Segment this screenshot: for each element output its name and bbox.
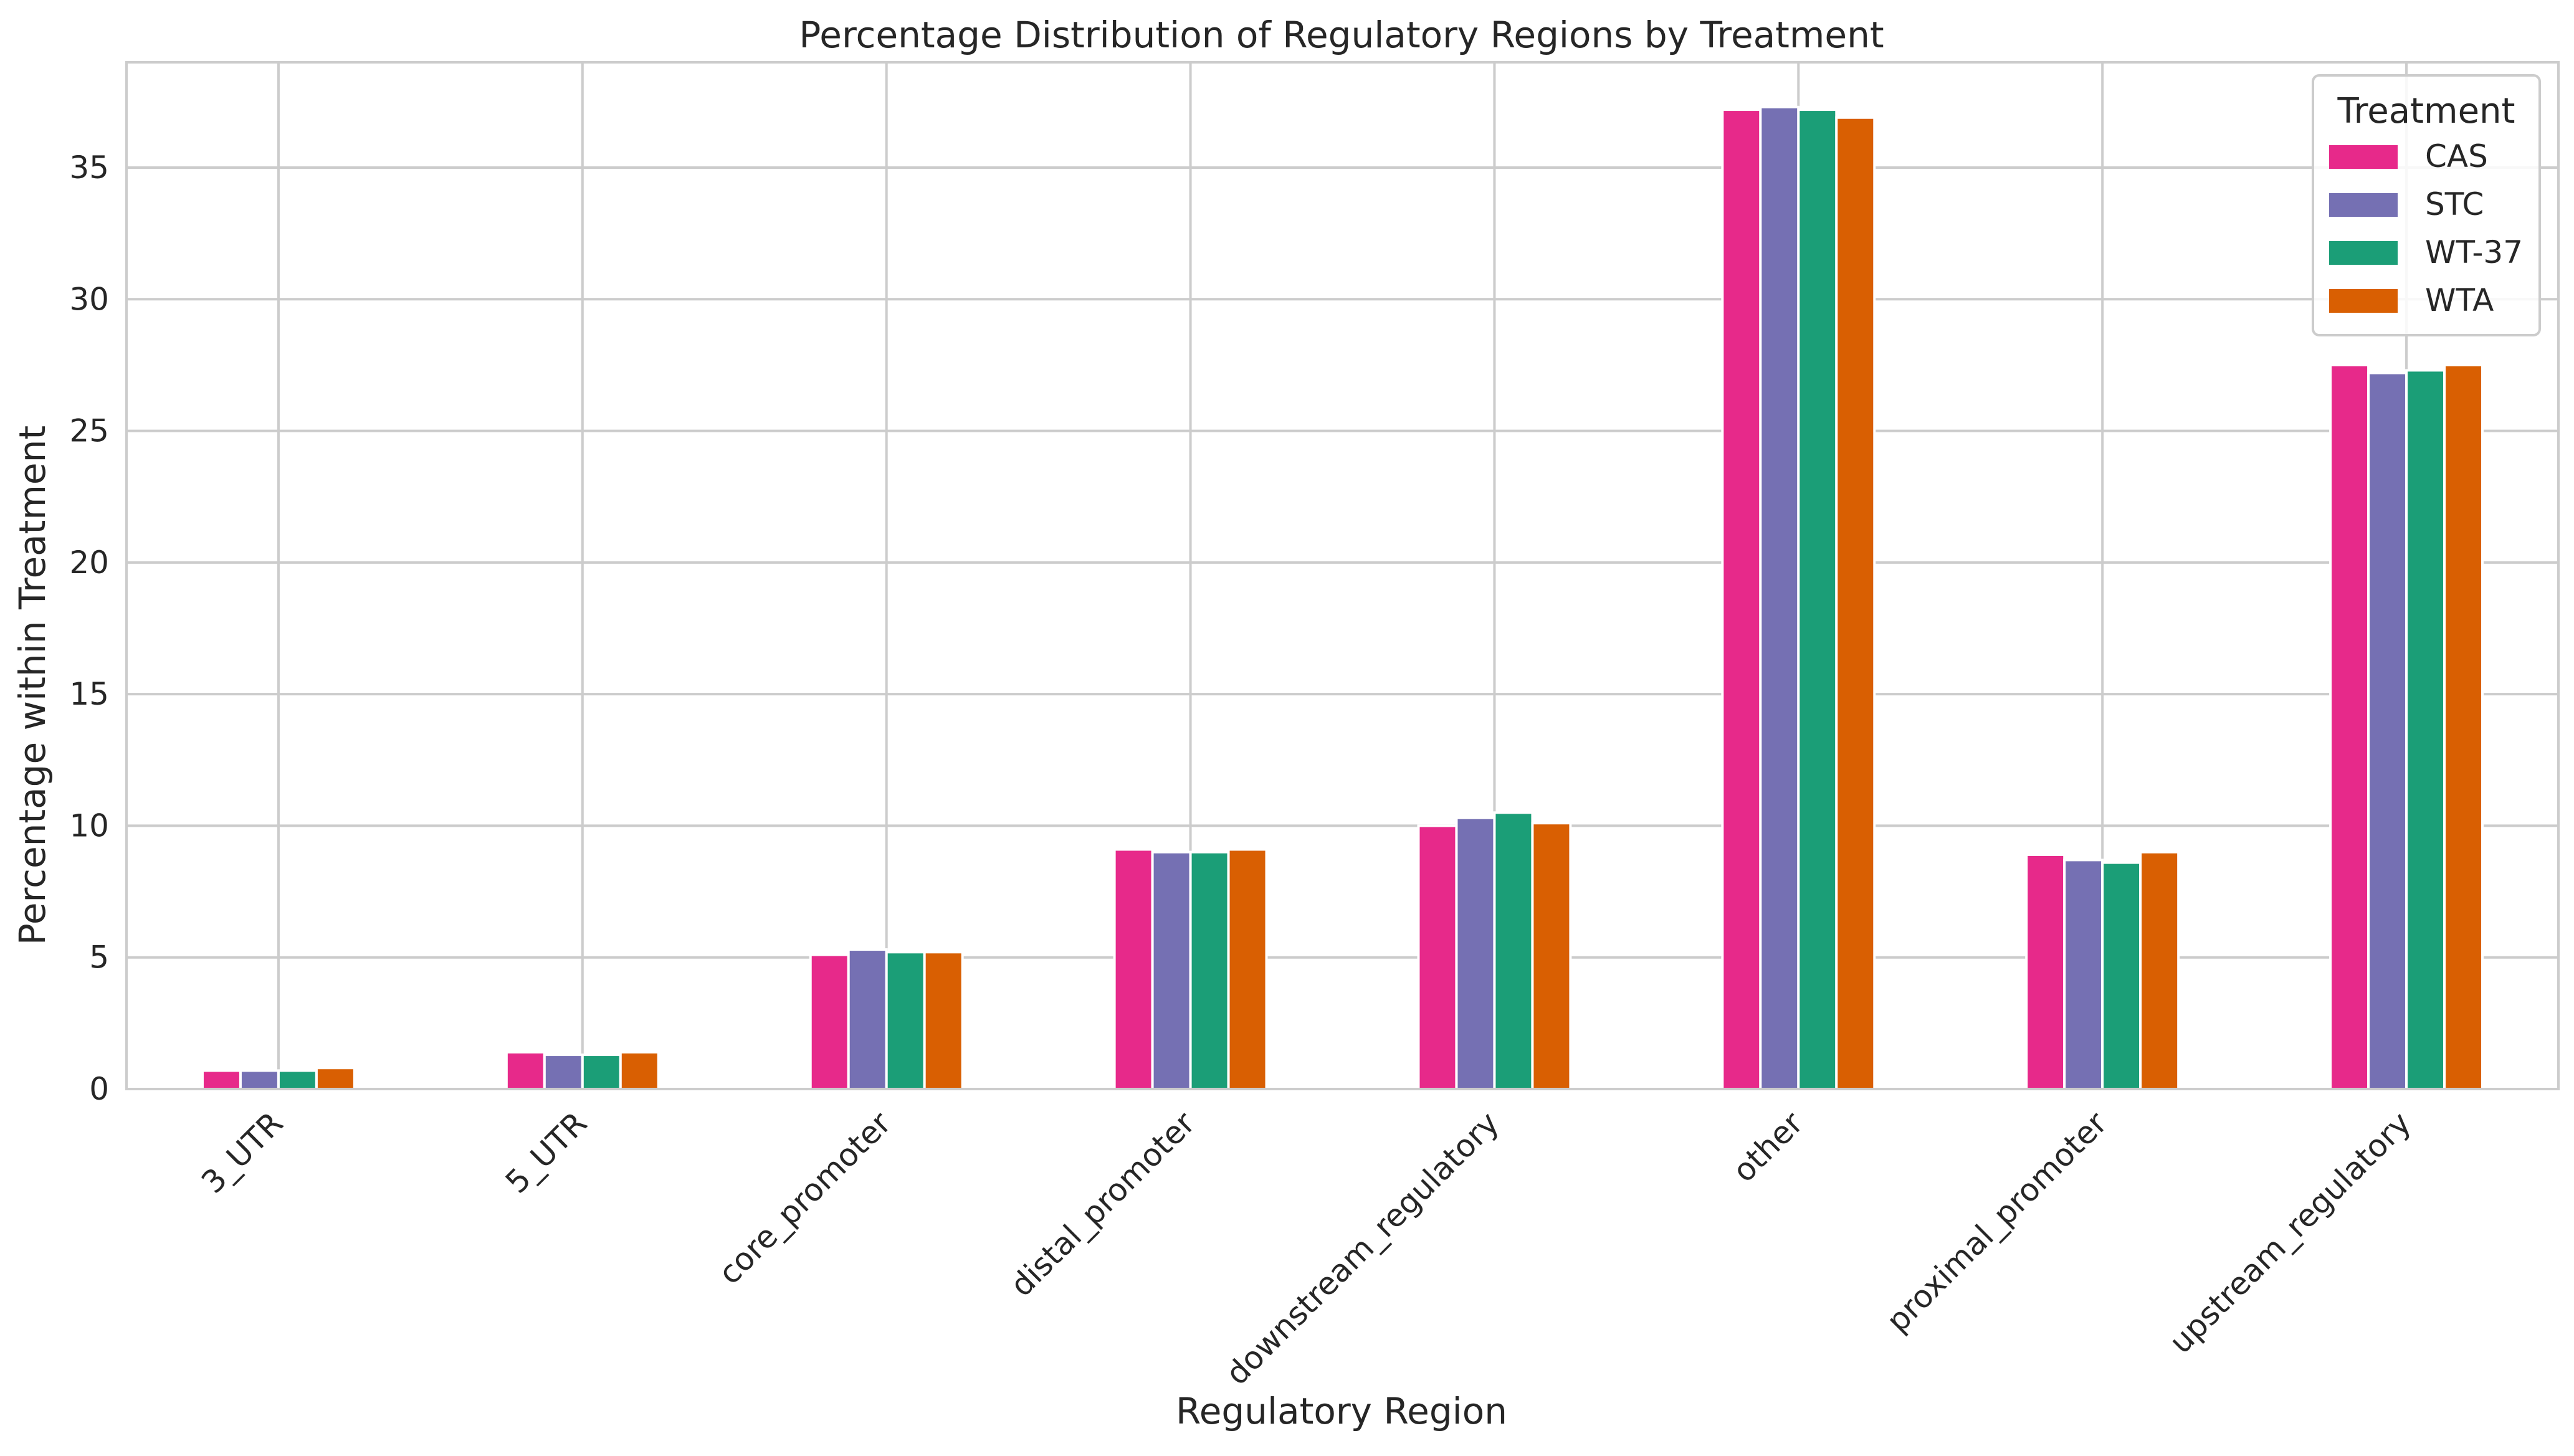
bar — [847, 948, 888, 1090]
bar — [581, 1054, 622, 1090]
x-tick-label: core_promoter — [712, 1105, 899, 1292]
bar — [543, 1054, 584, 1090]
bar — [2139, 850, 2180, 1090]
x-tick-label: 3_UTR — [194, 1105, 290, 1200]
bar — [619, 1050, 660, 1091]
legend-title: Treatment — [2337, 91, 2515, 131]
legend-label: WTA — [2425, 282, 2494, 318]
chart-title: Percentage Distribution of Regulatory Re… — [799, 14, 1884, 56]
x-tick-label: 5_UTR — [498, 1105, 594, 1200]
bar — [277, 1069, 318, 1091]
bar — [1151, 850, 1192, 1090]
bar — [2063, 859, 2104, 1091]
x-tick-label: upstream_regulatory — [2162, 1105, 2418, 1360]
x-axis-label: Regulatory Region — [1176, 1390, 1507, 1432]
bar — [1189, 850, 1230, 1090]
bar — [1113, 848, 1154, 1090]
legend-label: CAS — [2425, 138, 2488, 174]
bar — [885, 951, 926, 1091]
bar — [1835, 116, 1876, 1091]
bar — [2405, 369, 2446, 1090]
bar — [809, 953, 850, 1090]
y-tick-label: 10 — [69, 807, 109, 844]
y-tick-label: 5 — [89, 940, 109, 976]
bar — [2329, 363, 2370, 1090]
plot-frame — [125, 61, 2560, 1090]
bar — [2443, 363, 2484, 1090]
x-tick-label: downstream_regulatory — [1219, 1105, 1506, 1392]
bar — [1531, 822, 1572, 1090]
y-tick-label: 15 — [69, 676, 109, 712]
bar — [2101, 861, 2142, 1090]
legend-swatch — [2329, 193, 2398, 217]
y-tick-label: 25 — [69, 413, 109, 449]
bar — [1721, 108, 1762, 1091]
bar — [2367, 371, 2408, 1091]
bar — [1797, 108, 1838, 1091]
x-tick-label: other — [1726, 1105, 1811, 1189]
legend-box — [2312, 74, 2541, 336]
bar — [923, 951, 964, 1091]
legend-swatch — [2329, 289, 2398, 313]
legend-label: WT-37 — [2425, 234, 2523, 270]
bar — [1227, 848, 1268, 1090]
bar — [1493, 811, 1534, 1091]
bar — [1455, 816, 1496, 1091]
y-tick-label: 20 — [69, 545, 109, 581]
bar — [505, 1050, 546, 1091]
bar — [2025, 853, 2066, 1091]
y-tick-label: 30 — [69, 281, 109, 317]
bar — [239, 1069, 280, 1091]
y-tick-label: 0 — [89, 1071, 109, 1107]
bar — [315, 1067, 356, 1090]
bar — [1417, 824, 1458, 1091]
legend-label: STC — [2425, 186, 2484, 222]
bar — [1759, 105, 1800, 1090]
legend-swatch — [2329, 241, 2398, 265]
bar — [201, 1069, 242, 1091]
x-tick-label: proximal_promoter — [1880, 1105, 2114, 1339]
y-tick-label: 35 — [69, 150, 109, 186]
legend-swatch — [2329, 145, 2398, 169]
y-axis-label: Percentage within Treatment — [11, 426, 54, 945]
x-tick-label: distal_promoter — [1003, 1105, 1202, 1303]
